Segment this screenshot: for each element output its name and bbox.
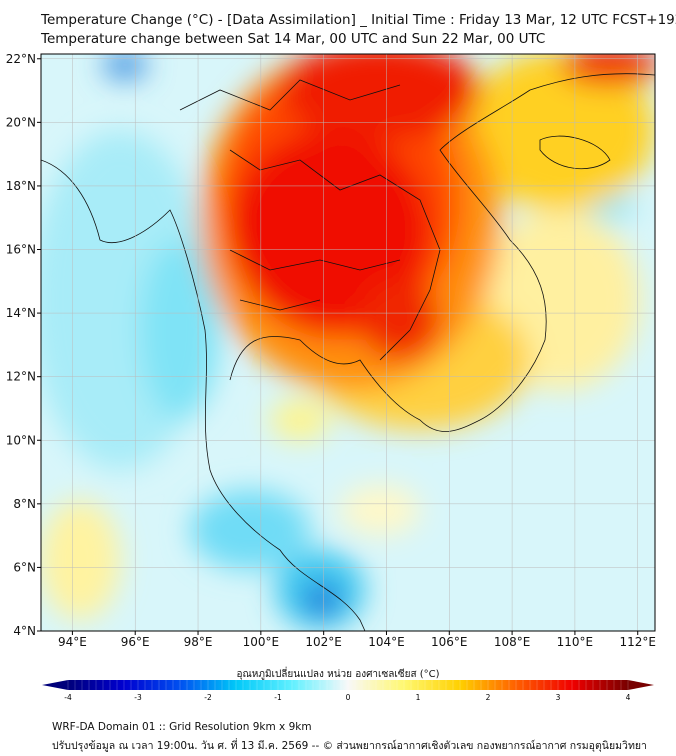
colorbar-tick-label: 0: [346, 693, 351, 700]
lat-tick-label: 10°N: [6, 433, 36, 447]
lon-tick-label: 104°E: [368, 635, 405, 649]
coastlines-and-borders: [41, 73, 655, 631]
colorbar-title: อุณหภูมิเปลี่ยนแปลง หน่วย องศาเซลเซียส (…: [236, 669, 440, 680]
colorbar-min-arrow: [42, 680, 68, 690]
footer-model-info: WRF-DA Domain 01 :: Grid Resolution 9km …: [52, 721, 312, 733]
lat-tick-label: 12°N: [6, 370, 36, 384]
temperature-field: [41, 54, 655, 630]
lat-tick-label: 6°N: [13, 560, 36, 574]
lon-tick-label: 106°E: [431, 635, 468, 649]
lon-tick-label: 110°E: [557, 635, 594, 649]
colorbar: -4 -3 -2 -1 0 1 2 3 4: [42, 680, 654, 700]
colorbar-max-arrow: [628, 680, 654, 690]
lon-tick-label: 102°E: [305, 635, 342, 649]
lon-tick-label: 94°E: [58, 635, 87, 649]
map-frame: [40, 53, 656, 632]
lon-tick-label: 98°E: [184, 635, 213, 649]
lat-tick-label: 4°N: [13, 624, 36, 638]
chart-subtitle: Temperature change between Sat 14 Mar, 0…: [41, 31, 546, 47]
lat-tick-label: 18°N: [6, 179, 36, 193]
chart-title: Temperature Change (°C) - [Data Assimila…: [41, 12, 676, 28]
colorbar-tick-label: -2: [204, 693, 212, 700]
lon-tick-label: 108°E: [494, 635, 531, 649]
lat-tick-label: 8°N: [13, 497, 36, 511]
colorbar-tick-label: -4: [64, 693, 72, 700]
lat-tick-label: 16°N: [6, 243, 36, 257]
gridlines: [41, 54, 655, 631]
colorbar-tick-label: -1: [274, 693, 282, 700]
colorbar-tick-label: 3: [556, 693, 561, 700]
lon-tick-label: 100°E: [243, 635, 280, 649]
colorbar-tick-label: 4: [626, 693, 631, 700]
colorbar-tick-label: 1: [416, 693, 421, 700]
temperature-change-map: 94°E 96°E 98°E 100°E 102°E 104°E 106°E 108°E 110…: [6, 52, 656, 700]
lat-tick-label: 22°N: [6, 52, 36, 66]
lat-tick-label: 20°N: [6, 115, 36, 129]
colorbar-bar: [68, 680, 628, 690]
lat-tick-label: 14°N: [6, 306, 36, 320]
colorbar-tick-label: -3: [134, 693, 142, 700]
colorbar-tick-label: 2: [486, 693, 491, 700]
lon-tick-label: 112°E: [619, 635, 656, 649]
lon-tick-label: 96°E: [121, 635, 150, 649]
footer-credit: ปรับปรุงข้อมูล ณ เวลา 19:00น. วัน ศ. ที่…: [52, 740, 647, 752]
